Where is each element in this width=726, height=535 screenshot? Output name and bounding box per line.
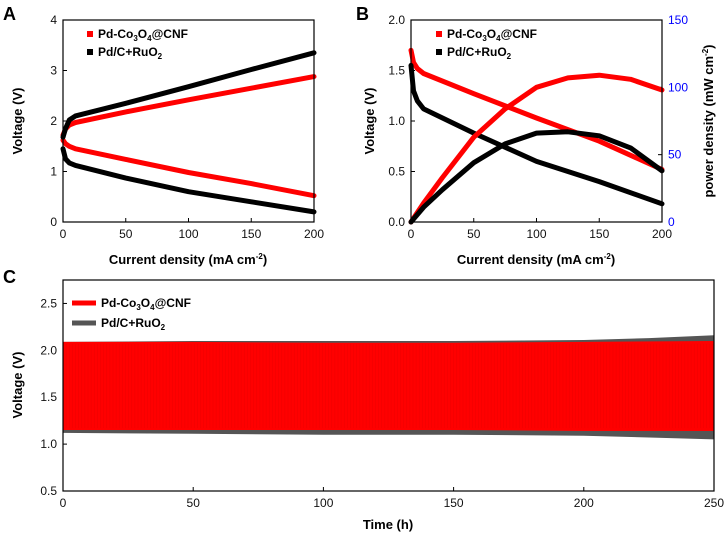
panel-label-a: A xyxy=(3,4,16,24)
series-b-1 xyxy=(408,62,665,207)
y-tick-label-a-2: 2 xyxy=(50,114,57,128)
legend-a-ref-marker xyxy=(87,49,93,55)
x-tick-label-b-0: 0 xyxy=(408,227,415,241)
x-tick-label-c-2: 100 xyxy=(313,496,333,510)
series-a-2 xyxy=(60,50,317,140)
panel-a: A 0 50 100 150 200 0 1 2 3 4 Pd-Co3O4@CNF Pd/C+Ru… xyxy=(3,4,324,267)
legend-b-ref-label: Pd/C+RuO2 xyxy=(447,45,512,61)
x-tick-label-b-3: 150 xyxy=(589,227,609,241)
legend-a-pd-label: Pd-Co3O4@CNF xyxy=(98,27,188,43)
x-tick-label-a-2: 100 xyxy=(178,227,198,241)
x-tick-label-c-3: 150 xyxy=(444,496,464,510)
plot-c: 0 50 100 150 200 250 0.5 1.0 1.5 2.0 2.5 xyxy=(40,296,724,510)
plot-a: 0 50 100 150 200 0 1 2 3 4 xyxy=(50,13,324,241)
legend-c-pd-label: Pd-Co3O4@CNF xyxy=(101,296,191,312)
plot-b: 0 50 100 150 200 0.0 0.5 1.0 1.5 2.0 0 50 100 150 xyxy=(388,13,688,241)
plot-b-frame xyxy=(410,19,663,223)
series-b-0 xyxy=(408,47,665,172)
y2-tick-label-b-2: 100 xyxy=(668,80,688,94)
series-b-3 xyxy=(408,129,665,225)
y-tick-label-c-3: 2.0 xyxy=(40,343,57,357)
x-axis-label-a: Current density (mA cm-2) xyxy=(109,252,267,267)
y2-tick-label-b-3: 150 xyxy=(668,13,688,27)
x-axis-label-b: Current density (mA cm-2) xyxy=(457,252,615,267)
x-axis-label-c: Time (h) xyxy=(363,517,413,532)
legend-a-pd-marker xyxy=(87,31,93,37)
y-tick-label-b-0: 0.0 xyxy=(388,215,405,229)
y2-tick-label-b-0: 0 xyxy=(668,215,675,229)
y2-axis-label-b: power density (mW cm-2) xyxy=(701,44,716,197)
legend-b-ref-marker xyxy=(436,49,442,55)
plot-a-frame xyxy=(62,19,315,223)
y-tick-label-b-3: 1.5 xyxy=(388,64,405,78)
x-tick-label-c-0: 0 xyxy=(60,496,67,510)
y-tick-label-a-4: 4 xyxy=(50,13,57,27)
series-a-3 xyxy=(60,146,317,215)
x-tick-label-c-5: 250 xyxy=(704,496,724,510)
y-tick-label-c-2: 1.5 xyxy=(40,390,57,404)
y-tick-label-c-4: 2.5 xyxy=(40,296,57,310)
panel-c: C 0 50 100 150 200 250 0.5 1.0 1.5 2.0 2.5 Pd-Co3O… xyxy=(3,267,724,532)
y-axis-label-c: Voltage (V) xyxy=(10,352,25,419)
x-tick-label-a-4: 200 xyxy=(304,227,324,241)
y-tick-label-b-4: 2.0 xyxy=(388,13,405,27)
x-tick-label-a-0: 0 xyxy=(60,227,67,241)
x-tick-label-c-1: 50 xyxy=(187,496,201,510)
x-tick-label-a-1: 50 xyxy=(119,227,133,241)
y-tick-label-a-1: 1 xyxy=(50,165,57,179)
legend-a-ref-label: Pd/C+RuO2 xyxy=(98,45,163,61)
plot-c-frame xyxy=(62,279,715,492)
y-tick-label-b-2: 1.0 xyxy=(388,114,405,128)
series-a-1 xyxy=(60,137,317,199)
y2-tick-label-b-1: 50 xyxy=(668,148,682,162)
x-tick-label-c-4: 200 xyxy=(574,496,594,510)
legend-b-pd-label: Pd-Co3O4@CNF xyxy=(447,27,537,43)
y-axis-label-a: Voltage (V) xyxy=(10,88,25,155)
x-tick-label-a-3: 150 xyxy=(241,227,261,241)
x-tick-label-b-2: 100 xyxy=(526,227,546,241)
legend-b-pd-marker xyxy=(436,31,442,37)
y-tick-label-c-0: 0.5 xyxy=(40,484,57,498)
panel-label-b: B xyxy=(356,4,369,24)
y-tick-label-a-0: 0 xyxy=(50,215,57,229)
series-b-2 xyxy=(408,72,665,225)
y-axis-label-b: Voltage (V) xyxy=(362,88,377,155)
x-tick-label-b-1: 50 xyxy=(467,227,481,241)
y-tick-label-a-3: 3 xyxy=(50,64,57,78)
panel-b: B 0 50 100 150 200 0.0 0.5 1.0 1.5 2.0 0 50 100 150 P… xyxy=(356,4,716,267)
y-tick-label-c-1: 1.0 xyxy=(40,437,57,451)
legend-c-ref-label: Pd/C+RuO2 xyxy=(101,316,166,332)
x-tick-label-b-4: 200 xyxy=(652,227,672,241)
y-tick-label-b-1: 0.5 xyxy=(388,165,405,179)
panel-label-c: C xyxy=(3,267,16,287)
